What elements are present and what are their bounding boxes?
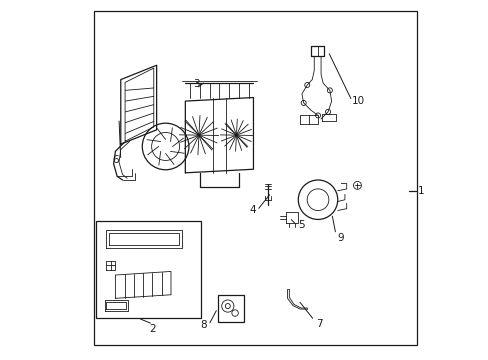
Text: 9: 9 [337, 233, 343, 243]
Text: 10: 10 [351, 96, 364, 106]
Text: 7: 7 [316, 319, 323, 329]
Text: 8: 8 [200, 320, 207, 330]
Text: 5: 5 [297, 220, 304, 230]
Bar [217, 295, 244, 321]
Text: 3: 3 [192, 79, 199, 89]
Bar [96, 221, 201, 318]
Text: 1: 1 [416, 186, 423, 196]
Text: 2: 2 [149, 324, 156, 334]
Text: 6: 6 [112, 155, 119, 165]
Text: 4: 4 [248, 206, 255, 216]
